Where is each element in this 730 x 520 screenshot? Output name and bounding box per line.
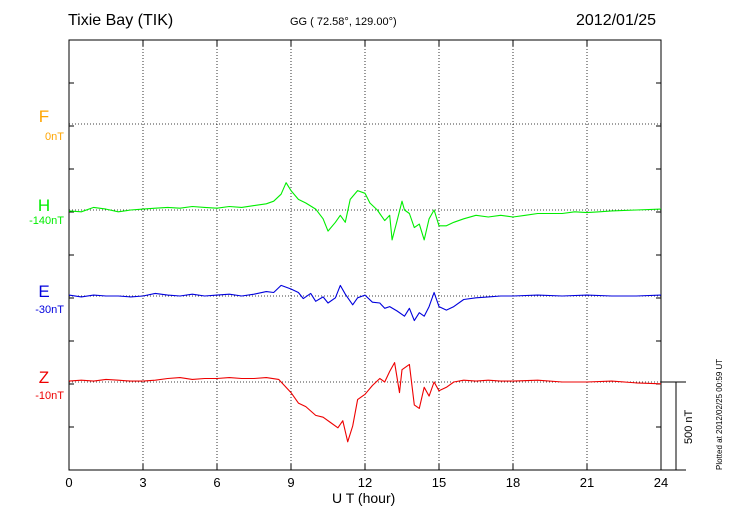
scale-bar-label: 500 nT [683, 409, 695, 444]
x-tick-label: 6 [213, 475, 220, 490]
x-tick-label: 24 [654, 475, 668, 490]
date-label: 2012/01/25 [576, 12, 657, 29]
x-tick-label: 18 [506, 475, 520, 490]
x-tick-label: 12 [358, 475, 372, 490]
channel-name-h: H [37, 196, 51, 215]
grid-lines [69, 40, 661, 470]
channel-baseline-h: -140nT [29, 215, 64, 227]
x-tick-label: 9 [287, 475, 294, 490]
x-axis-ticks: 0 3 6 9 12 15 18 21 24 [65, 40, 668, 490]
plotted-timestamp: Plotted at 2012/02/25 00:59 UT [715, 358, 724, 470]
channel-baseline-z: -10nT [35, 390, 64, 402]
channel-name-f: F [38, 107, 50, 126]
series-line-e [68, 284, 662, 322]
channel-name-z: Z [38, 368, 50, 387]
series-line-h [68, 182, 662, 241]
channel-baseline-f: 0nT [45, 131, 64, 143]
x-tick-label: 0 [65, 475, 72, 490]
station-title: Tixie Bay (TIK) [68, 12, 174, 29]
x-tick-label: 21 [580, 475, 594, 490]
channel-name-e: E [38, 282, 50, 301]
plot-frame [68, 39, 662, 471]
x-tick-label: 15 [432, 475, 446, 490]
coordinates-label: GG ( 72.58°, 129.00°) [290, 16, 397, 28]
data-lines [68, 182, 662, 443]
channel-baseline-e: -30nT [35, 304, 64, 316]
scale-bar: 500 nT [661, 381, 695, 471]
x-tick-label: 3 [139, 475, 146, 490]
series-line-z [68, 362, 662, 443]
x-axis-label: U T (hour) [332, 490, 396, 506]
plot-border [68, 39, 662, 471]
